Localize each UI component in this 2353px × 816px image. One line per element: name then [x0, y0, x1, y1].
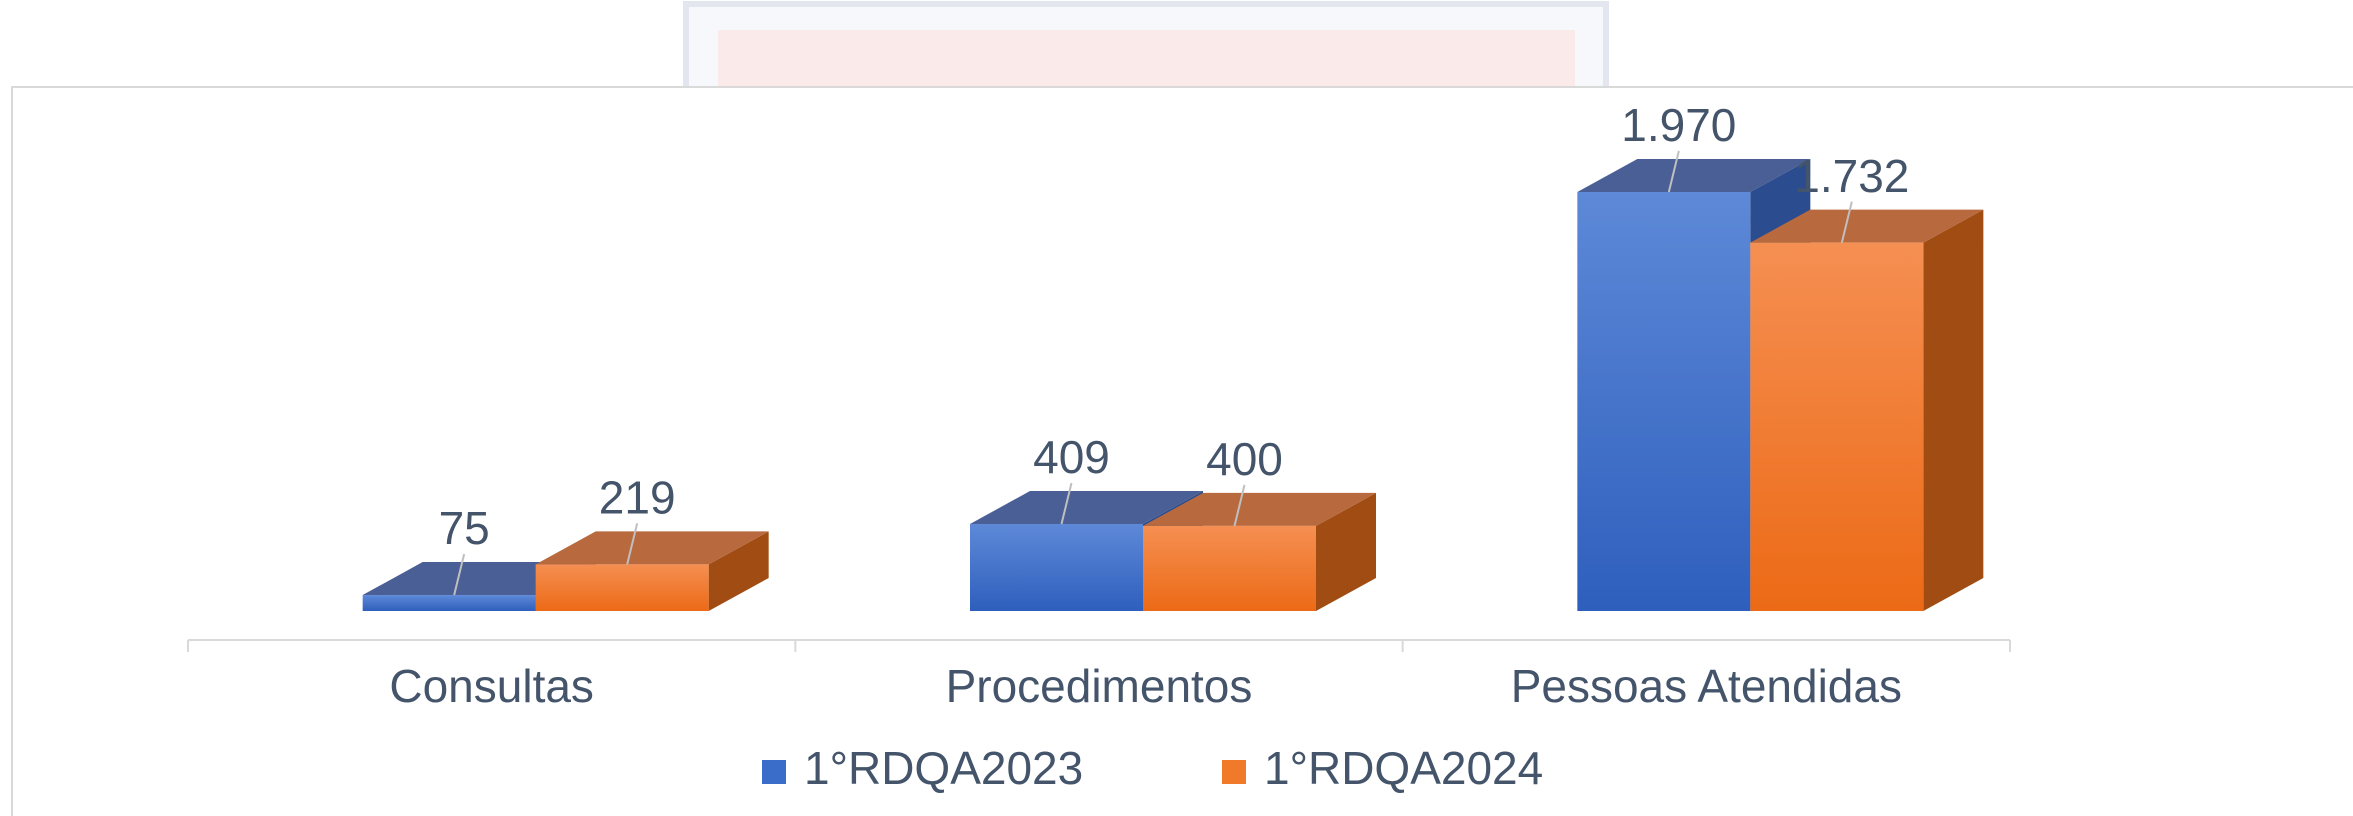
x-tick-label: Consultas	[389, 660, 594, 712]
legend-swatch	[762, 760, 786, 784]
bar-front	[1143, 525, 1316, 611]
data-label: 219	[599, 472, 676, 524]
x-tick-label: Procedimentos	[946, 660, 1253, 712]
data-label: 400	[1206, 433, 1283, 485]
bar-front	[362, 595, 536, 611]
data-label: 75	[439, 502, 490, 554]
bar-top	[535, 531, 769, 565]
x-tick-label: Pessoas Atendidas	[1511, 660, 1902, 712]
legend-swatch	[1222, 760, 1246, 784]
bar-front	[970, 524, 1143, 611]
bar-front	[1577, 192, 1751, 611]
leader-line	[1667, 150, 1680, 193]
background-inner	[718, 30, 1575, 94]
leader-line	[1233, 484, 1246, 527]
bar-top	[970, 491, 1203, 525]
leader-line	[626, 523, 639, 565]
legend-label: 1°RDQA2024	[1264, 742, 1543, 794]
bar-side	[708, 531, 769, 611]
bar-side	[1923, 209, 1984, 611]
bar-top	[1750, 209, 1984, 243]
bar-top	[1577, 159, 1811, 192]
bar-side	[1316, 492, 1376, 611]
leader-line	[1060, 482, 1073, 525]
data-label: 1.970	[1621, 99, 1736, 151]
leader-line	[453, 553, 466, 596]
data-label: 409	[1033, 431, 1110, 483]
bar-front	[535, 564, 709, 611]
bar	[535, 531, 769, 611]
legend-label: 1°RDQA2023	[804, 742, 1083, 794]
bar-front	[1750, 242, 1924, 611]
bar-top	[1143, 492, 1376, 526]
bar	[1143, 492, 1376, 611]
bar	[1750, 209, 1984, 611]
data-label: 1.732	[1794, 150, 1909, 202]
leader-line	[1840, 201, 1853, 243]
